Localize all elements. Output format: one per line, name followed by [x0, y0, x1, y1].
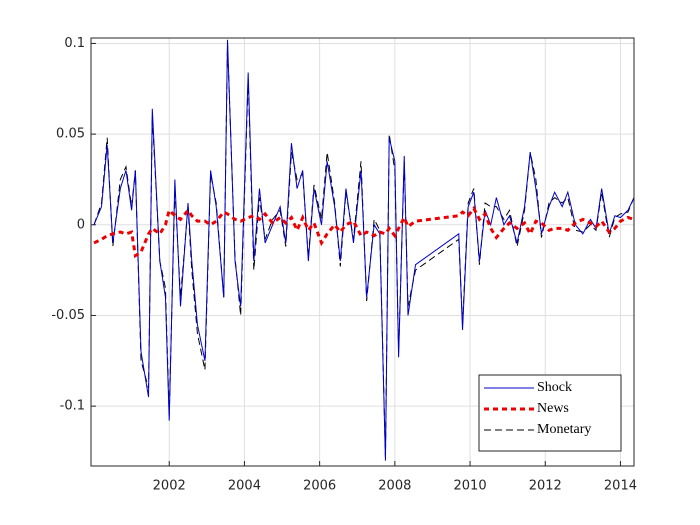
- y-tick-label: 0: [77, 217, 85, 232]
- x-tick-label: 2002: [153, 479, 186, 494]
- x-tick-label: 2012: [529, 479, 562, 494]
- legend-label: Shock: [537, 380, 572, 395]
- y-tick-label: 0.05: [56, 127, 85, 142]
- x-tick-label: 2004: [228, 479, 261, 494]
- legend-label: News: [537, 401, 569, 416]
- x-tick-label: 2014: [604, 479, 637, 494]
- series-line: [93, 39, 634, 461]
- series-line: [93, 205, 634, 259]
- x-tick-label: 2010: [454, 479, 487, 494]
- axes-box: [90, 37, 635, 467]
- x-tick-label: 2006: [303, 479, 336, 494]
- x-tick-label: 2008: [378, 479, 411, 494]
- legend-label: Monetary: [537, 422, 591, 437]
- y-tick-label: -0.05: [51, 308, 85, 323]
- y-tick-label: -0.1: [60, 399, 85, 414]
- y-tick-label: 0.1: [64, 36, 85, 51]
